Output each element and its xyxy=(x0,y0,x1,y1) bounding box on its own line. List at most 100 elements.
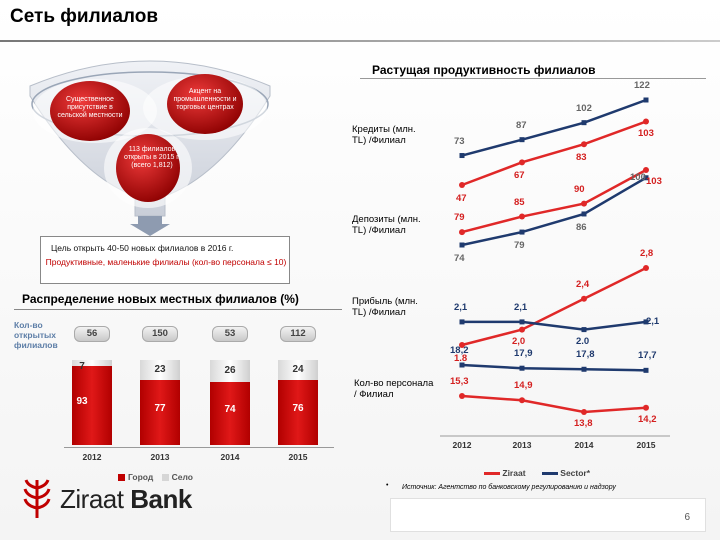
ziraat-point xyxy=(519,326,525,333)
ziraat-point xyxy=(459,392,465,399)
ziraat-value-label: 103 xyxy=(646,176,662,187)
ziraat-point xyxy=(459,182,465,188)
right-year-label: 2012 xyxy=(452,440,472,450)
sector-point xyxy=(581,120,587,126)
ziraat-value-label: 103 xyxy=(638,127,654,139)
left-chart-axis xyxy=(64,447,334,448)
sector-point xyxy=(643,97,649,103)
goal-line-2: Продуктивные, маленькие филиалы (кол-во … xyxy=(45,257,287,267)
ziraat-point xyxy=(643,118,649,125)
funnel-down-arrow xyxy=(130,216,170,236)
sector-point xyxy=(581,327,587,333)
ziraat-value-label: 14,2 xyxy=(638,413,657,425)
ziraat-point xyxy=(519,397,525,404)
bar-rural xyxy=(210,360,250,383)
source-note: Источник: Агентство по банковскому регул… xyxy=(402,484,616,491)
goal-box: Цель открыть 40-50 новых филиалов в 2016… xyxy=(40,236,290,284)
sector-point xyxy=(581,211,587,217)
sector-value-label: 100 xyxy=(630,171,646,183)
sector-point xyxy=(459,362,465,368)
left-year-label: 2014 xyxy=(220,452,240,462)
sector-value-label: 2,1 xyxy=(454,301,468,313)
goal-line-1: Цель открыть 40-50 новых филиалов в 2016… xyxy=(51,243,234,253)
right-heading: Растущая продуктивность филиалов xyxy=(372,63,596,77)
right-heading-divider xyxy=(360,78,706,79)
title-divider xyxy=(0,40,720,42)
ziraat-logo-icon xyxy=(23,479,51,518)
funnel-center-label: 113 филиалов открыты в 2015 г. (всего 1,… xyxy=(124,146,180,169)
sector-value-label: 86 xyxy=(576,221,587,233)
bar-city xyxy=(278,380,318,445)
funnel-graphic xyxy=(29,60,271,236)
right-year-label: 2013 xyxy=(512,440,532,450)
funnel-right-label: Акцент на промышленности и торговых цент… xyxy=(173,88,237,111)
legend-sector: Sector* xyxy=(560,468,591,478)
left-chart-divider xyxy=(14,309,342,310)
logo-brand-light: Ziraat xyxy=(60,484,124,514)
ziraat-line xyxy=(461,266,647,347)
right-legend: Ziraat Sector* xyxy=(484,468,590,478)
ziraat-value-label: 2,8 xyxy=(640,248,654,259)
ziraat-value-label: 1.8 xyxy=(454,353,468,364)
ziraat-point xyxy=(643,167,649,173)
sector-point xyxy=(459,242,465,248)
funnel-left-label: Существенное присутствие в сельской мест… xyxy=(57,96,123,119)
ziraat-value-label: 83 xyxy=(576,152,587,164)
bar-label-rural: 24 xyxy=(292,364,304,376)
left-chart-title: Распределение новых местных филиалов (%) xyxy=(22,292,299,306)
credits-label: Кредиты (млн. TL) /Филиал xyxy=(352,124,416,146)
bar-city xyxy=(140,379,180,445)
sector-value-label: 17,9 xyxy=(514,348,533,360)
staff-label: Кол-во персонала / Филиал xyxy=(354,378,434,400)
ziraat-logo-text: Ziraat Bank xyxy=(60,484,192,515)
bar-label-city: 74 xyxy=(224,404,236,416)
legend-city: Город xyxy=(128,472,154,482)
ziraat-value-label: 67 xyxy=(514,170,525,182)
sector-line xyxy=(461,363,647,372)
bar-label-city: 77 xyxy=(154,403,166,414)
sector-value-label: 122 xyxy=(634,80,650,91)
sector-value-label: 2,1 xyxy=(646,315,660,327)
legend-rural: Село xyxy=(171,472,193,482)
sector-point xyxy=(519,319,525,325)
sector-point xyxy=(519,137,525,143)
legend-line-sector xyxy=(541,472,558,476)
footer-panel xyxy=(390,498,706,532)
ziraat-point xyxy=(459,229,465,236)
sector-line xyxy=(462,320,647,331)
sector-line xyxy=(461,98,647,157)
ziraat-point xyxy=(581,141,587,148)
ziraat-value-label: 2,0 xyxy=(512,335,526,347)
bar-label-rural: 7 xyxy=(79,361,85,372)
branch-count-pill: 56 xyxy=(74,326,110,342)
left-year-label: 2015 xyxy=(288,452,308,462)
page-number: 6 xyxy=(684,512,690,523)
bar-city xyxy=(210,382,250,445)
sector-value-label: 102 xyxy=(576,102,592,114)
ziraat-point xyxy=(581,200,587,207)
circle-rural xyxy=(50,81,130,141)
branch-count-pill: 150 xyxy=(142,326,178,342)
ziraat-point xyxy=(581,295,587,302)
left-chart-legend: Город Село xyxy=(118,472,193,482)
source-bullet: • xyxy=(386,482,389,489)
sector-point xyxy=(519,229,525,235)
ziraat-value-label: 47 xyxy=(456,193,467,204)
sector-value-label: 17,7 xyxy=(638,350,657,362)
ziraat-value-label: 14,9 xyxy=(514,380,533,392)
left-year-label: 2012 xyxy=(82,452,102,462)
ziraat-line xyxy=(461,168,647,234)
branch-count-pill: 53 xyxy=(212,326,248,342)
ziraat-line xyxy=(461,120,647,187)
ziraat-value-label: 15,3 xyxy=(450,375,469,387)
ziraat-point xyxy=(581,409,587,415)
profit-label: Прибыль (млн. TL) /Филиал xyxy=(352,296,418,318)
branch-count-label: Кол-во открытых филиалов xyxy=(14,320,58,350)
ziraat-point xyxy=(643,404,649,411)
ziraat-value-label: 2,4 xyxy=(576,278,590,290)
sector-value-label: 73 xyxy=(454,135,465,147)
branch-count-pill: 112 xyxy=(280,326,316,342)
deposits-label: Депозиты (млн. TL) /Филиал xyxy=(352,214,421,236)
